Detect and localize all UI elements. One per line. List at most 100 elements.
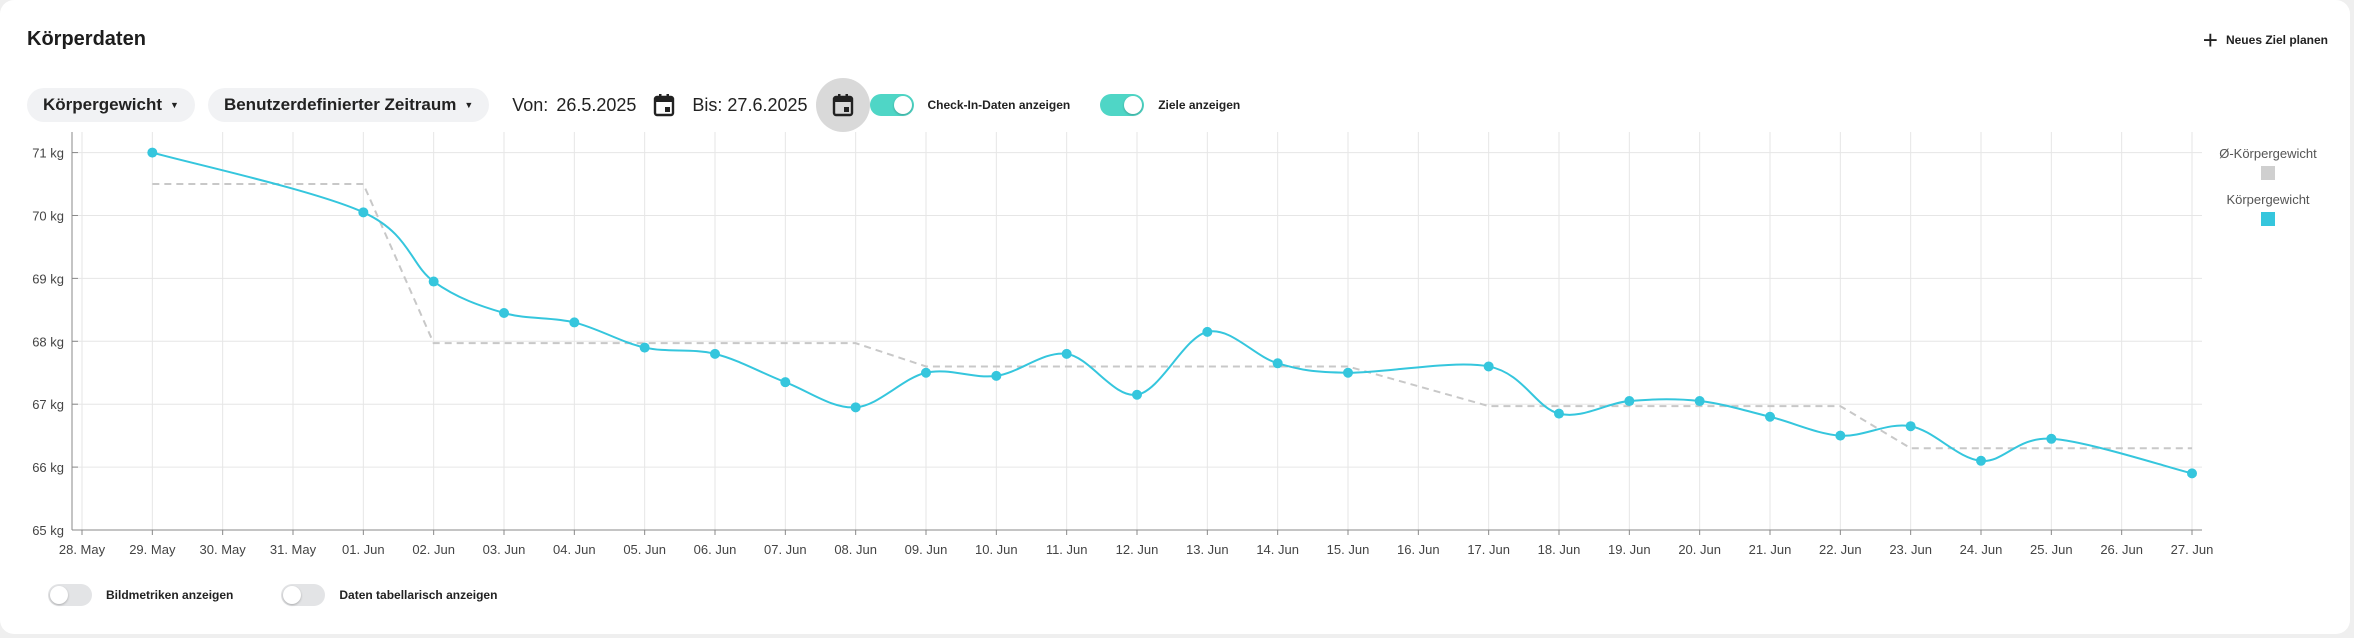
- filter-toolbar: Körpergewicht ▼ Benutzerdefinierter Zeit…: [27, 78, 1240, 132]
- x-tick-label: 03. Jun: [483, 542, 526, 557]
- weight-point: [1624, 396, 1635, 407]
- legend-label: Körpergewicht: [2226, 192, 2309, 207]
- weight-point: [1765, 411, 1775, 422]
- legend-swatch: [2261, 212, 2275, 226]
- table-toggle-label: Daten tabellarisch anzeigen: [339, 588, 498, 602]
- weight-point: [428, 276, 439, 287]
- from-label: Von:: [512, 94, 549, 115]
- weight-point: [2046, 433, 2057, 444]
- x-tick-label: 06. Jun: [694, 542, 737, 557]
- image-metrics-toggle-group: Bildmetriken anzeigen: [48, 584, 233, 606]
- x-tick-label: 21. Jun: [1749, 542, 1792, 557]
- new-goal-label: Neues Ziel planen: [2225, 33, 2328, 47]
- from-calendar-button[interactable]: [646, 87, 682, 123]
- goals-toggle-group: Ziele anzeigen: [1100, 94, 1240, 116]
- x-tick-label: 28. May: [59, 542, 106, 557]
- table-toggle[interactable]: [281, 584, 326, 606]
- x-tick-label: 15. Jun: [1327, 542, 1370, 557]
- x-tick-label: 02. Jun: [412, 542, 455, 557]
- checkin-toggle[interactable]: [869, 94, 914, 116]
- x-tick-label: 22. Jun: [1819, 542, 1862, 557]
- to-calendar-button[interactable]: [815, 78, 870, 132]
- caret-down-icon: ▼: [170, 100, 179, 110]
- weight-point: [1483, 361, 1494, 372]
- checkin-toggle-label: Check-In-Daten anzeigen: [927, 98, 1071, 112]
- metric-dropdown[interactable]: Körpergewicht ▼: [27, 88, 195, 122]
- x-tick-label: 25. Jun: [2030, 542, 2073, 557]
- x-tick-label: 01. Jun: [342, 542, 385, 557]
- average-weight-line: [152, 183, 2192, 450]
- x-tick-label: 10. Jun: [975, 542, 1018, 557]
- x-tick-label: 23. Jun: [1889, 542, 1932, 557]
- image-metrics-label: Bildmetriken anzeigen: [106, 588, 234, 602]
- weight-point: [1835, 430, 1846, 441]
- weight-point: [1061, 348, 1072, 359]
- y-tick-label: 70 kg: [32, 208, 64, 223]
- chart-legend: Ø-Körpergewicht Körpergewicht: [2219, 146, 2317, 226]
- weight-point: [358, 207, 369, 218]
- x-tick-label: 29. May: [129, 542, 176, 557]
- checkin-toggle-group: Check-In-Daten anzeigen: [869, 94, 1071, 116]
- footer-toggles: Bildmetriken anzeigen Daten tabellarisch…: [48, 584, 545, 606]
- metric-dropdown-label: Körpergewicht: [43, 95, 163, 114]
- weight-point: [639, 342, 650, 353]
- goals-toggle[interactable]: [1100, 94, 1145, 116]
- image-metrics-toggle[interactable]: [48, 584, 92, 606]
- y-tick-label: 66 kg: [32, 460, 64, 475]
- range-dropdown[interactable]: Benutzerdefinierter Zeitraum ▼: [207, 88, 490, 122]
- weight-point: [1272, 358, 1283, 369]
- x-tick-label: 04. Jun: [553, 542, 596, 557]
- weight-line: [152, 151, 2193, 475]
- weight-point: [991, 370, 1002, 381]
- x-tick-label: 24. Jun: [1960, 542, 2003, 557]
- weight-point: [1694, 396, 1705, 407]
- from-date: Von: 26.5.2025: [512, 95, 636, 116]
- chart-grid: [72, 132, 2202, 531]
- weight-point: [1202, 326, 1213, 337]
- x-tick-label: 08. Jun: [834, 542, 877, 557]
- weight-point: [1132, 389, 1142, 400]
- x-tick-label: 16. Jun: [1397, 542, 1440, 557]
- x-tick-label: 12. Jun: [1116, 542, 1159, 557]
- legend-label: Ø-Körpergewicht: [2219, 146, 2317, 161]
- x-tick-label: 07. Jun: [764, 542, 807, 557]
- y-tick-label: 71 kg: [32, 146, 64, 161]
- to-label: Bis:: [692, 94, 723, 115]
- page-title: Körperdaten: [27, 28, 146, 50]
- x-tick-label: 26. Jun: [2100, 542, 2143, 557]
- weight-point: [921, 367, 931, 378]
- x-tick-label: 05. Jun: [623, 542, 666, 557]
- weight-point: [1554, 408, 1564, 419]
- plus-icon: +: [2202, 25, 2218, 55]
- caret-down-icon: ▼: [464, 100, 474, 110]
- weight-chart: 28. May 29. May 30. May 31. May 01. Jun 02. J…: [32, 132, 2317, 557]
- weight-point: [780, 377, 791, 388]
- weight-point: [1343, 367, 1353, 378]
- x-tick-label: 19. Jun: [1608, 542, 1651, 557]
- weight-point: [1976, 455, 1986, 466]
- y-tick-label: 67 kg: [32, 397, 64, 412]
- y-tick-label: 68 kg: [32, 334, 64, 349]
- to-value: 27.6.2025: [727, 94, 808, 115]
- range-dropdown-label: Benutzerdefinierter Zeitraum: [223, 95, 457, 114]
- weight-point: [710, 348, 720, 359]
- x-tick-label: 18. Jun: [1538, 542, 1581, 557]
- x-tick-label: 31. May: [270, 542, 317, 557]
- y-tick-label: 65 kg: [32, 523, 64, 538]
- x-tick-label: 14. Jun: [1256, 542, 1299, 557]
- weight-point: [1905, 421, 1916, 432]
- to-date: Bis: 27.6.2025: [692, 95, 807, 116]
- weight-point: [499, 307, 509, 318]
- x-tick-label: 30. May: [200, 542, 247, 557]
- x-tick-label: 13. Jun: [1186, 542, 1229, 557]
- chart-series: [147, 147, 2197, 479]
- weight-point: [2187, 468, 2197, 479]
- table-toggle-group: Daten tabellarisch anzeigen: [281, 584, 497, 606]
- weight-point: [850, 402, 861, 413]
- weight-point: [569, 317, 580, 328]
- new-goal-button[interactable]: + Neues Ziel planen: [2202, 25, 2328, 55]
- chart-axes: 28. May 29. May 30. May 31. May 01. Jun 02. J…: [32, 132, 2213, 557]
- x-tick-label: 11. Jun: [1046, 542, 1088, 557]
- x-tick-label: 17. Jun: [1467, 542, 1510, 557]
